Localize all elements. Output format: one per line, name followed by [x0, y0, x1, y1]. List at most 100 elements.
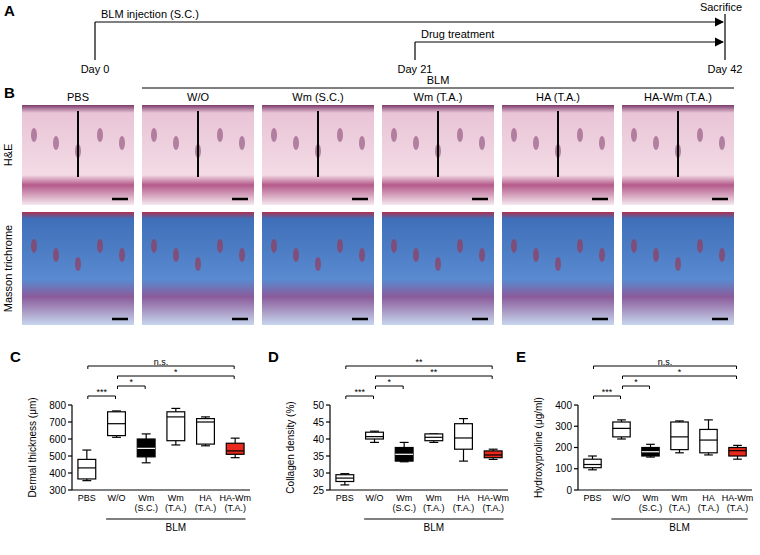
follicle [457, 128, 463, 142]
marks [336, 419, 502, 485]
thickness-bar [677, 111, 679, 177]
follicle [719, 248, 725, 262]
y-tick [68, 438, 72, 439]
column-header: Wm (S.C.) [292, 91, 343, 103]
group-bracket [611, 518, 747, 519]
y-tick-label: 100 [555, 463, 572, 474]
follicle [511, 239, 517, 253]
histology-image [22, 105, 134, 205]
whisker-cap [112, 437, 121, 438]
sig-label: *** [354, 387, 365, 397]
marks [78, 408, 244, 480]
y-tick [326, 438, 330, 439]
thickness-bar [77, 111, 79, 177]
panel-letter: A [4, 2, 15, 19]
y-tick-label: 600 [49, 434, 66, 445]
histology-image [22, 212, 134, 325]
follicle [653, 248, 659, 262]
y-axis [71, 405, 72, 490]
follicle [391, 239, 397, 253]
follicle [457, 239, 463, 253]
x-tick-line: (T.A.) [195, 503, 217, 513]
x-tick-line: W/O [613, 493, 631, 503]
x-tick-label: HA(T.A.) [195, 493, 217, 513]
whisker-cap [704, 454, 713, 455]
histology-image [262, 212, 374, 325]
panel-letter: D [268, 348, 279, 365]
median [700, 439, 717, 440]
x-tick-line: (T.A.) [482, 503, 504, 513]
timeline-label: BLM injection (S.C.) [101, 8, 199, 20]
follicle [173, 136, 179, 150]
scale-bar [352, 198, 368, 201]
y-tick [574, 489, 578, 490]
x-tick-label: Wm(S.C.) [134, 493, 158, 513]
timeline-tick [724, 14, 725, 60]
y-tick-label: 500 [49, 451, 66, 462]
group-bracket [364, 518, 503, 519]
whisker-cap [400, 442, 409, 443]
group-label: BLM [166, 522, 187, 533]
follicle [239, 248, 245, 262]
scale-bar [472, 318, 488, 321]
whisker-cap [675, 452, 684, 453]
whisker-cap [171, 444, 180, 445]
histology-image [382, 212, 494, 325]
follicle [337, 239, 343, 253]
follicle [435, 257, 441, 271]
whisker-cap [82, 480, 91, 481]
y-tick [68, 421, 72, 422]
box [336, 475, 354, 482]
follicle [53, 136, 59, 150]
scale-bar [472, 198, 488, 201]
follicle [391, 128, 397, 142]
y-tick [68, 489, 72, 490]
y-tick-label: 45 [313, 417, 325, 428]
group-bracket [142, 87, 734, 88]
follicle [533, 136, 539, 150]
x-tick-line: W/O [366, 493, 384, 503]
follicle [653, 136, 659, 150]
whisker-cap [489, 459, 498, 460]
follicle [511, 128, 517, 142]
day-label: Day 0 [81, 63, 110, 75]
follicle [53, 248, 59, 262]
histology-image [142, 105, 254, 205]
x-tick-label: Wm(S.C.) [639, 493, 663, 513]
box [729, 448, 746, 457]
x-tick-line: (T.A.) [224, 503, 246, 513]
follicle [719, 136, 725, 150]
box [78, 459, 96, 479]
follicle [577, 239, 583, 253]
box [425, 434, 443, 441]
median [395, 454, 413, 455]
y-tick-label: 35 [313, 451, 325, 462]
whisker [463, 419, 464, 424]
x-tick-label: W/O [108, 493, 126, 503]
timeline-arrow [415, 41, 723, 42]
sig-label: ** [430, 367, 438, 377]
follicle [359, 136, 365, 150]
sig-label: * [678, 367, 682, 377]
x-axis [72, 489, 250, 490]
histology-image [262, 105, 374, 205]
group-label: BLM [427, 74, 450, 86]
y-tick-label: 30 [313, 468, 325, 479]
whisker [146, 457, 147, 463]
median [671, 436, 688, 437]
median [78, 467, 96, 468]
y-tick-label: 700 [49, 417, 66, 428]
whisker [86, 450, 87, 459]
box [366, 432, 384, 439]
column-header: HA (T.A.) [536, 91, 580, 103]
x-tick-line: PBS [583, 493, 601, 503]
row-label: Masson trichrome [2, 225, 14, 312]
x-tick-line: PBS [336, 493, 354, 503]
box-chart: D253035404550Collagen density (%)PBSW/OW… [268, 348, 509, 533]
box-chart: E0100200300400Hydroxyproline (μg/ml)PBSW… [516, 348, 753, 533]
median [455, 437, 473, 438]
follicle [599, 136, 605, 150]
follicle [479, 248, 485, 262]
day-label: Day 42 [708, 63, 743, 75]
x-tick-line: (T.A.) [727, 503, 749, 513]
